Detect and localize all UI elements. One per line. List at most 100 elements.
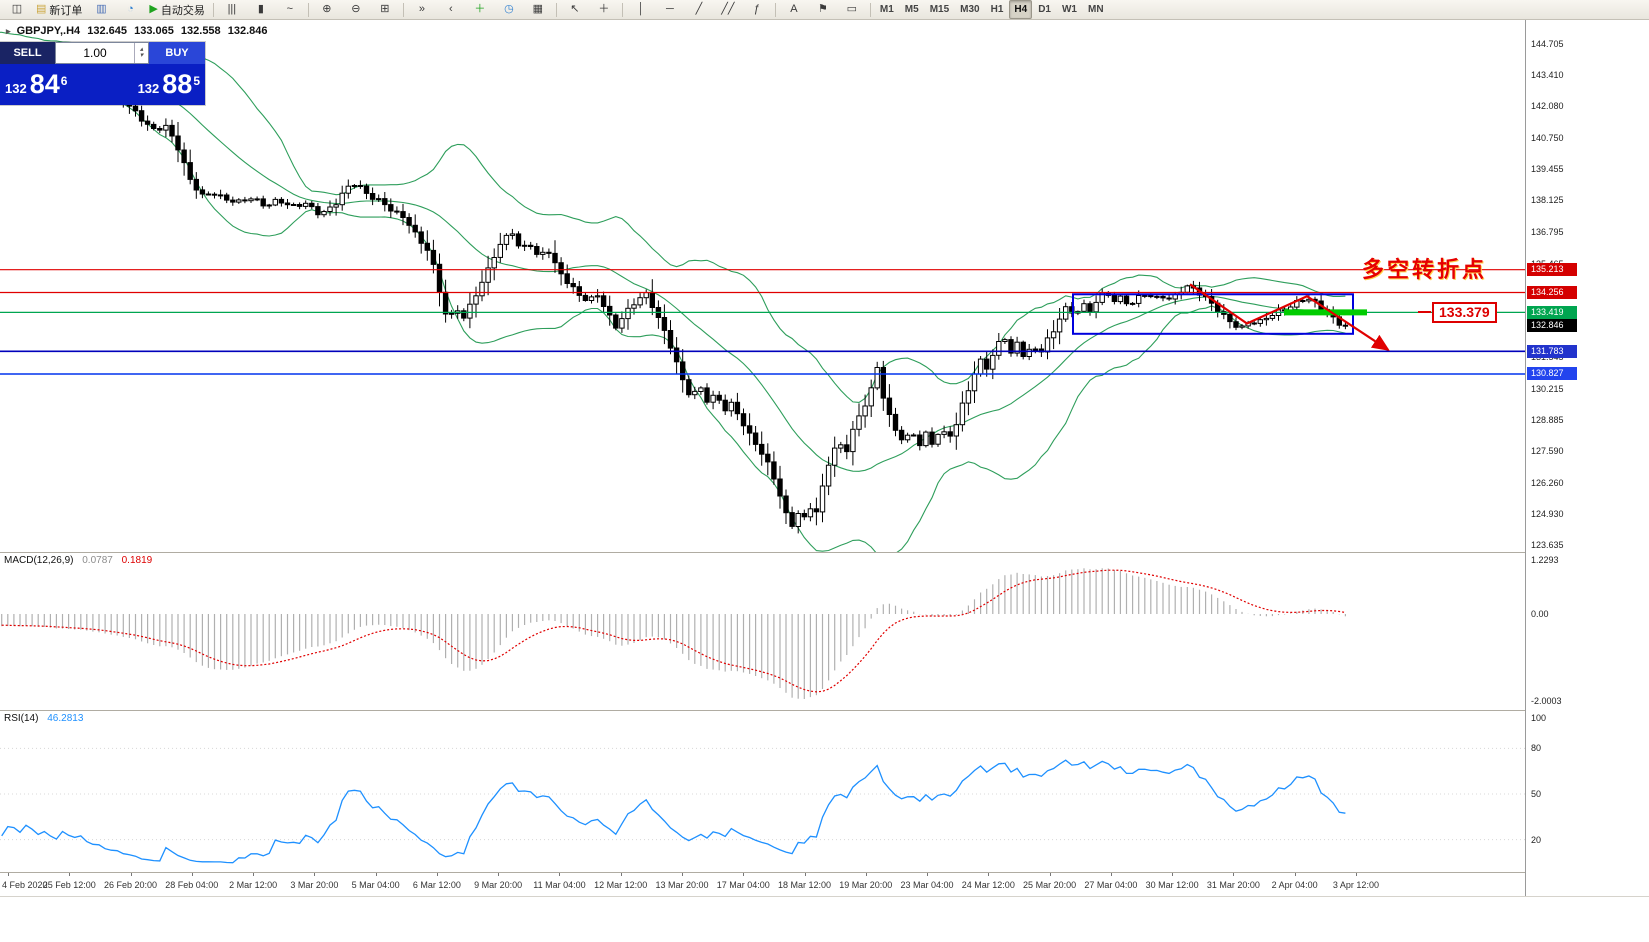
timeframe-mn[interactable]: MN — [1087, 4, 1104, 15]
templates-icon[interactable]: ▦ — [524, 0, 552, 19]
chart-window-icon: ◫ — [11, 3, 23, 15]
macd-signal-line — [1, 569, 1346, 693]
refresh-icon: ◔ — [127, 3, 134, 15]
sell-price: 132 84 6 — [5, 69, 67, 100]
arrows-icon[interactable]: ⚑ — [809, 0, 837, 19]
price-callout[interactable]: 133.379 — [1432, 302, 1497, 323]
timeframe-m30[interactable]: M30 — [960, 4, 980, 15]
add-indicator-icon[interactable]: ＋ — [466, 0, 494, 19]
crosshair-icon: ＋ — [598, 3, 610, 15]
chart-shift-icon[interactable]: ‹ — [437, 0, 465, 19]
turning-point-annotation[interactable]: 多空转折点 — [1362, 257, 1488, 282]
chart-symbol-icon: ▸ — [6, 26, 11, 36]
time-label: 17 Mar 04:00 — [716, 880, 770, 890]
price-tick: 130.215 — [1531, 383, 1564, 394]
trendline-icon[interactable]: ╱ — [685, 0, 713, 19]
rsi-label: RSI(14) 46.2813 — [4, 713, 83, 724]
rsi-axis-tick: 20 — [1531, 834, 1542, 845]
toolbar-separator — [212, 2, 214, 17]
templates-icon: ▦ — [532, 3, 544, 15]
auto-scroll-icon[interactable]: » — [408, 0, 436, 19]
main-chart-layer — [0, 31, 1525, 552]
toolbar-separator — [307, 2, 309, 17]
buy-price: 132 88 5 — [138, 69, 200, 100]
lot-increase-icon[interactable]: ▴ — [139, 46, 144, 53]
zoom-out-icon[interactable]: ⊖ — [342, 0, 370, 19]
new-order-button[interactable]: ▤ 新订单 — [32, 0, 86, 19]
period-clock-icon[interactable]: ◷ — [495, 0, 523, 19]
rsi-axis-tick: 80 — [1531, 743, 1542, 754]
refresh-icon[interactable]: ◔ — [116, 0, 144, 19]
time-tick — [1294, 872, 1296, 876]
rsi-plot[interactable] — [0, 711, 1525, 871]
zoom-in-icon: ⊕ — [322, 3, 332, 15]
sell-button[interactable]: SELL — [0, 42, 55, 64]
timeframe-m15[interactable]: M15 — [929, 4, 950, 15]
crosshair-icon[interactable]: ＋ — [590, 0, 618, 19]
bar-chart-icon[interactable]: ||| — [218, 0, 246, 19]
time-tick — [1355, 872, 1357, 876]
timeframe-d1[interactable]: D1 — [1038, 4, 1051, 15]
autotrading-button: ▶ — [149, 3, 158, 15]
timeframe-m5[interactable]: M5 — [904, 4, 919, 15]
buy-button[interactable]: BUY — [149, 42, 205, 64]
macd-plot[interactable] — [0, 553, 1525, 709]
zoom-in-icon[interactable]: ⊕ — [313, 0, 341, 19]
text-icon: A — [790, 3, 798, 15]
fibonacci-icon: ƒ — [753, 3, 760, 15]
time-label: 18 Mar 12:00 — [777, 880, 832, 890]
main-chart-plot[interactable] — [0, 20, 1525, 552]
autotrading-button[interactable]: ▶ 自动交易 — [145, 0, 208, 19]
lot-spinner[interactable]: ▴ ▾ — [134, 43, 148, 63]
market-watch-icon[interactable]: ▥ — [87, 0, 115, 19]
time-tick — [1110, 872, 1112, 876]
toolbar-separator — [774, 2, 776, 17]
lot-size-field[interactable]: 1.00 ▴ ▾ — [55, 42, 149, 64]
buy-price-pips: 88 — [162, 69, 193, 99]
time-label: 3 Mar 20:00 — [290, 880, 339, 890]
time-tick — [1233, 872, 1235, 876]
chart-window-icon[interactable]: ◫ — [3, 0, 31, 19]
timeframe-h1[interactable]: H1 — [990, 4, 1004, 15]
time-tick — [559, 872, 561, 876]
macd-label: MACD(12,26,9) 0.0787 0.1819 — [4, 555, 152, 566]
trend-arrow[interactable] — [1189, 283, 1390, 351]
price-tick: 128.885 — [1531, 415, 1564, 426]
price-tick: 144.705 — [1531, 39, 1564, 49]
candles-layer — [0, 52, 1349, 534]
grid-icon[interactable]: ⊞ — [371, 0, 399, 19]
line-chart-icon[interactable]: ~ — [276, 0, 304, 19]
horizontal-line-icon[interactable]: ─ — [656, 0, 684, 19]
time-tick — [1049, 872, 1051, 876]
chart-header: ▸ GBPJPY,.H4 132.645 133.065 132.558 132… — [6, 25, 272, 37]
timeframe-m1[interactable]: M1 — [879, 4, 894, 15]
cursor-icon: ↖ — [570, 3, 580, 15]
timeframe-w1[interactable]: W1 — [1061, 4, 1077, 15]
time-tick — [927, 872, 929, 876]
text-icon[interactable]: A — [780, 0, 808, 19]
chart-open-value: 132.645 — [87, 25, 128, 37]
price-tag-134.256: 134.256 — [1527, 285, 1577, 299]
time-label: 31 Mar 20:00 — [1206, 880, 1260, 890]
time-label: 13 Mar 20:00 — [655, 880, 709, 890]
lot-decrease-icon[interactable]: ▾ — [139, 52, 144, 59]
time-tick — [681, 872, 683, 876]
sell-price-prefix: 132 — [5, 81, 27, 96]
vertical-line-icon[interactable]: │ — [627, 0, 655, 19]
price-callout-dash — [1418, 311, 1431, 313]
time-tick — [1172, 872, 1174, 876]
toolbar-separator — [402, 2, 404, 17]
time-label: 28 Feb 04:00 — [165, 880, 219, 890]
chart-close-value: 132.846 — [227, 25, 268, 37]
channel-icon[interactable]: ╱╱ — [714, 0, 742, 19]
autotrading-button-label: 自动交易 — [160, 4, 205, 17]
candlestick-chart-icon[interactable]: ▮ — [247, 0, 275, 19]
macd-axis-tick: -2.0003 — [1531, 696, 1562, 706]
fibonacci-icon[interactable]: ƒ — [743, 0, 771, 19]
time-tick — [620, 872, 622, 876]
timeframe-h4[interactable]: H4 — [1009, 0, 1033, 19]
window-bottom-line — [0, 896, 1649, 897]
shapes-icon[interactable]: ▭ — [838, 0, 866, 19]
cursor-icon[interactable]: ↖ — [561, 0, 589, 19]
